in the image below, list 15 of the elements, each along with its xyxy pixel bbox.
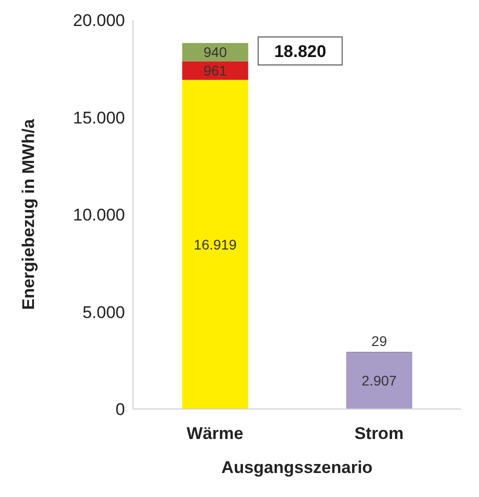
x-tick-label: Strom xyxy=(354,424,404,444)
y-tick-label: 15.000 xyxy=(73,108,125,128)
data-label: 2.907 xyxy=(362,372,397,389)
x-tick-label: Wärme xyxy=(186,424,244,444)
y-tick-label: 0 xyxy=(116,400,125,420)
y-tick-label: 5.000 xyxy=(82,302,125,322)
data-label: 940 xyxy=(204,44,228,60)
total-label: 18.820 xyxy=(274,42,326,61)
y-axis-title: Energiebezug in MWh/a xyxy=(19,118,38,310)
x-axis-title: Ausgangsszenario xyxy=(221,458,373,477)
y-tick-label: 10.000 xyxy=(73,206,125,225)
data-label: 961 xyxy=(204,62,228,79)
y-tick-label: 20.000 xyxy=(73,11,125,30)
data-label: 29 xyxy=(371,332,388,349)
data-label: 16.919 xyxy=(194,236,237,252)
